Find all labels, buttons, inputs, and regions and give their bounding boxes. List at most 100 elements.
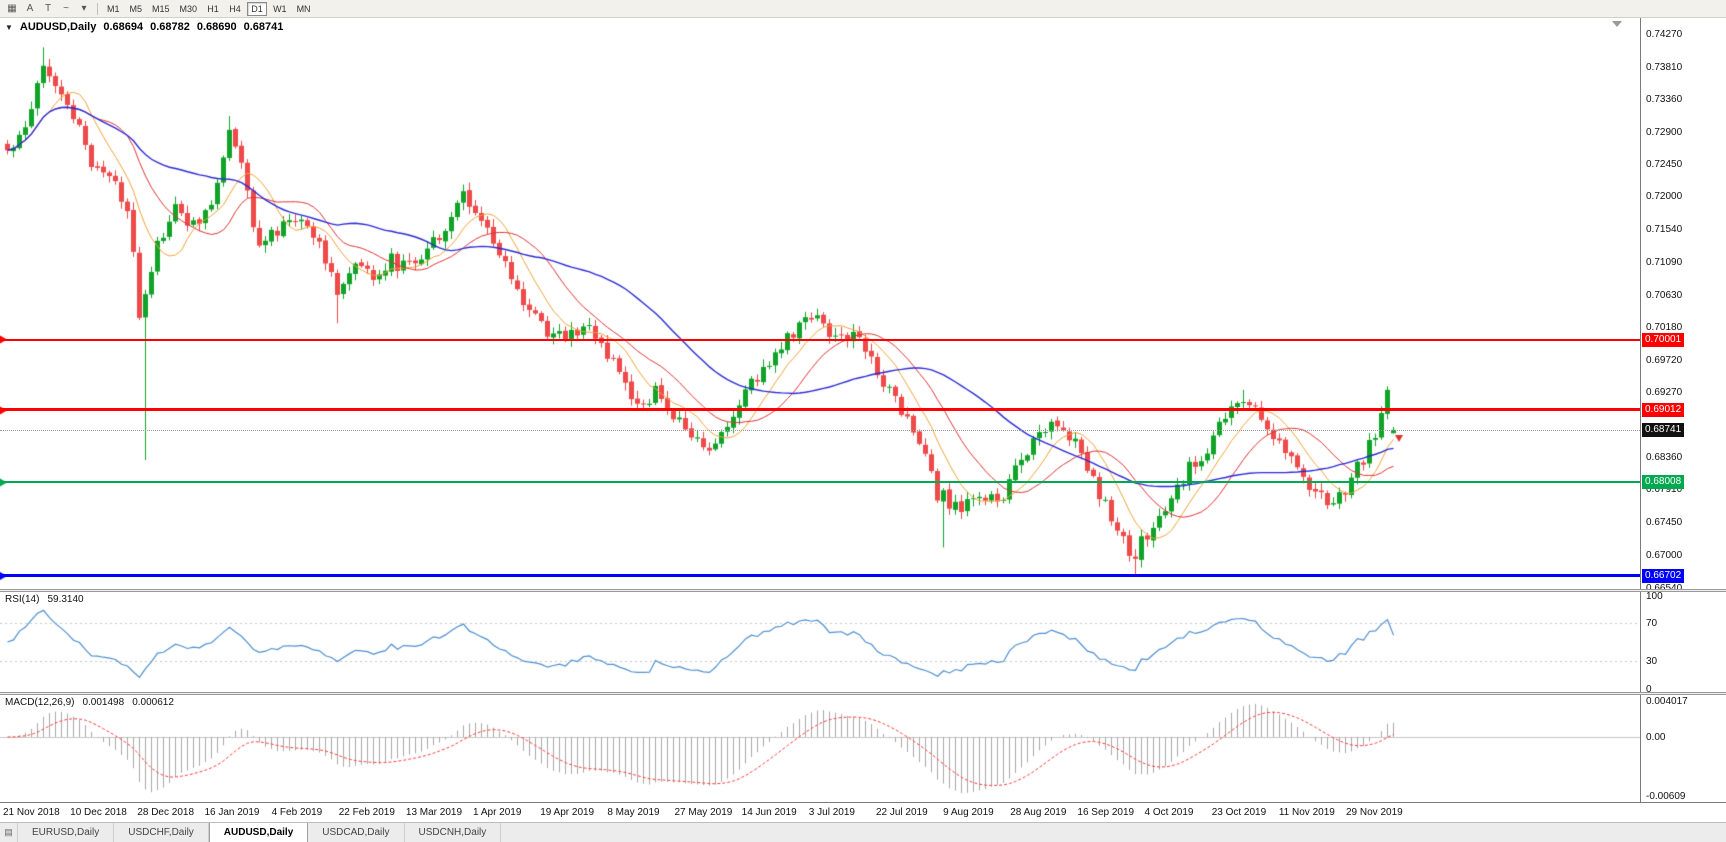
chart-shift-marker[interactable] bbox=[1612, 21, 1622, 27]
macd-panel: MACD(12,26,9) 0.001498 0.000612 bbox=[0, 695, 1640, 802]
timeframe-button-w1[interactable]: W1 bbox=[273, 3, 287, 14]
time-axis-label: 19 Apr 2019 bbox=[540, 807, 595, 818]
ohlc-close: 0.68741 bbox=[243, 21, 284, 33]
chart-tab-usdcnh[interactable]: USDCNH,Daily bbox=[404, 823, 502, 842]
zigzag-tool-icon[interactable]: ~ bbox=[63, 3, 69, 14]
time-axis-label: 11 Nov 2019 bbox=[1278, 807, 1335, 818]
price-level-line-0.66702[interactable] bbox=[0, 573, 1640, 577]
time-axis-label: 4 Oct 2019 bbox=[1144, 807, 1194, 818]
axis-label: 0.66540 bbox=[1646, 583, 1682, 594]
timeframe-button-d1[interactable]: D1 bbox=[247, 1, 268, 16]
axis-label: 100 bbox=[1646, 591, 1663, 602]
rsi-label: RSI(14) 59.3140 bbox=[5, 594, 84, 605]
time-axis-label: 23 Oct 2019 bbox=[1211, 807, 1267, 818]
time-axis-label: 28 Dec 2018 bbox=[137, 807, 195, 818]
axis-label: 0.67910 bbox=[1646, 484, 1683, 496]
price-level-line-0.68008[interactable] bbox=[0, 481, 1640, 484]
chart-tab-eurusd[interactable]: EURUSD,Daily bbox=[18, 823, 115, 842]
macd-name: MACD(12,26,9) bbox=[5, 697, 75, 708]
axis-label: 0.68360 bbox=[1646, 452, 1683, 464]
macd-main-value: 0.001498 bbox=[82, 697, 125, 708]
timeframe-button-m15[interactable]: M15 bbox=[152, 3, 170, 14]
ohlc-low: 0.68690 bbox=[196, 21, 237, 33]
rsi-panel: RSI(14) 59.3140 bbox=[0, 592, 1640, 692]
axis-label: 0.004017 bbox=[1646, 696, 1688, 707]
price-level-badge-0.69012[interactable]: 0.69012 bbox=[1642, 403, 1685, 418]
time-axis-label: 16 Jan 2019 bbox=[204, 807, 260, 818]
toolbar-separator bbox=[97, 2, 98, 15]
time-axis-label: 28 Aug 2019 bbox=[1010, 807, 1067, 818]
panel-separator[interactable] bbox=[0, 589, 1726, 592]
price-level-badge-0.68008[interactable]: 0.68008 bbox=[1642, 475, 1685, 490]
price-level-badge-0.66702[interactable]: 0.66702 bbox=[1642, 568, 1685, 583]
timeframe-button-mn[interactable]: MN bbox=[296, 3, 311, 14]
tools-dropdown-icon[interactable]: ▾ bbox=[81, 3, 87, 14]
axis-label: 0.67450 bbox=[1646, 517, 1683, 529]
time-axis-label: 13 Mar 2019 bbox=[405, 807, 463, 818]
time-axis-label: 3 Jul 2019 bbox=[808, 807, 855, 818]
price-axis[interactable]: 0.74270 0.73810 0.73360 0.72900 0.72450 0.720… bbox=[1640, 18, 1726, 802]
timeframe-button-group: M1 M5 M15 M30 H1 H4 D1 W1 MN bbox=[103, 1, 315, 16]
time-axis-label: 9 Aug 2019 bbox=[943, 807, 994, 818]
time-axis-label: 10 Dec 2018 bbox=[70, 807, 127, 818]
timeframe-button-h1[interactable]: H1 bbox=[207, 3, 219, 14]
axis-label: 30 bbox=[1646, 656, 1658, 668]
label-tool-icon[interactable]: T bbox=[44, 3, 52, 14]
tab-list-button[interactable]: ▤ bbox=[0, 823, 18, 842]
main-chart-panel: ▼ AUDUSD,Daily 0.68694 0.68782 0.68690 0… bbox=[0, 18, 1640, 589]
axis-label: 0.00 bbox=[1646, 731, 1666, 743]
rsi-canvas[interactable] bbox=[0, 592, 1640, 692]
axis-label: 0.67000 bbox=[1646, 549, 1683, 561]
axis-label: 0.71540 bbox=[1646, 224, 1683, 236]
axis-label: 0.72900 bbox=[1646, 126, 1683, 138]
timeframe-button-h4[interactable]: H4 bbox=[229, 3, 241, 14]
axis-label: 0.70630 bbox=[1646, 289, 1683, 301]
price-level-badge-0.70001[interactable]: 0.70001 bbox=[1642, 332, 1685, 347]
price-level-line-0.70001[interactable] bbox=[0, 338, 1640, 341]
time-axis-label: 4 Feb 2019 bbox=[271, 807, 323, 818]
chart-tab-usdcad[interactable]: USDCAD,Daily bbox=[308, 823, 405, 842]
current-price-badge: 0.68741 bbox=[1642, 422, 1685, 437]
time-axis-label: 22 Jul 2019 bbox=[875, 807, 928, 818]
rsi-name: RSI(14) bbox=[5, 594, 40, 605]
axis-label: 0.72450 bbox=[1646, 159, 1683, 171]
time-axis-label: 1 Apr 2019 bbox=[473, 807, 522, 818]
price-level-line-0.69012[interactable] bbox=[0, 408, 1640, 412]
time-axis[interactable]: 21 Nov 2018 10 Dec 2018 28 Dec 2018 16 Jan … bbox=[0, 802, 1726, 822]
chart-grid-icon[interactable]: ▦ bbox=[7, 3, 17, 14]
text-tool-icon[interactable]: A bbox=[26, 3, 34, 14]
axis-label: 0.69270 bbox=[1646, 386, 1683, 398]
time-axis-label: 21 Nov 2018 bbox=[3, 807, 60, 818]
chart-header: ▼ AUDUSD,Daily 0.68694 0.68782 0.68690 0… bbox=[5, 21, 283, 33]
axis-label: 70 bbox=[1646, 617, 1658, 629]
chart-tab-usdchf[interactable]: USDCHF,Daily bbox=[114, 823, 209, 842]
macd-label: MACD(12,26,9) 0.001498 0.000612 bbox=[5, 697, 174, 708]
time-axis-label: 8 May 2019 bbox=[607, 807, 660, 818]
axis-label: 0.71090 bbox=[1646, 256, 1683, 268]
time-axis-label: 16 Sep 2019 bbox=[1077, 807, 1135, 818]
axis-label: 0.73810 bbox=[1646, 61, 1683, 73]
price-chart-canvas[interactable] bbox=[0, 18, 1640, 589]
time-axis-label: 29 Nov 2019 bbox=[1346, 807, 1403, 818]
symbol-dropdown-icon[interactable]: ▼ bbox=[5, 22, 13, 32]
axis-label: 0.73360 bbox=[1646, 93, 1683, 105]
time-axis-label: 22 Feb 2019 bbox=[338, 807, 395, 818]
rsi-value: 59.3140 bbox=[47, 594, 84, 605]
axis-label: 0.69720 bbox=[1646, 354, 1683, 366]
axis-label: 0 bbox=[1646, 684, 1652, 695]
macd-canvas[interactable] bbox=[0, 695, 1640, 802]
timeframe-button-m30[interactable]: M30 bbox=[179, 3, 198, 14]
tab-list-icon: ▤ bbox=[4, 827, 13, 837]
axis-label: 0.72000 bbox=[1646, 191, 1683, 203]
axis-label: -0.00609 bbox=[1646, 791, 1686, 802]
timeframe-button-m1[interactable]: M1 bbox=[107, 3, 120, 14]
panel-separator[interactable] bbox=[0, 692, 1726, 695]
ohlc-high: 0.68782 bbox=[150, 21, 190, 33]
time-axis-label: 14 Jun 2019 bbox=[741, 807, 797, 818]
axis-label: 0.70180 bbox=[1646, 321, 1683, 333]
chart-tab-audusd[interactable]: AUDUSD,Daily bbox=[208, 823, 309, 842]
timeframe-button-m5[interactable]: M5 bbox=[129, 3, 143, 14]
symbol-label: AUDUSD,Daily bbox=[19, 21, 97, 33]
macd-signal-value: 0.000612 bbox=[132, 697, 174, 708]
